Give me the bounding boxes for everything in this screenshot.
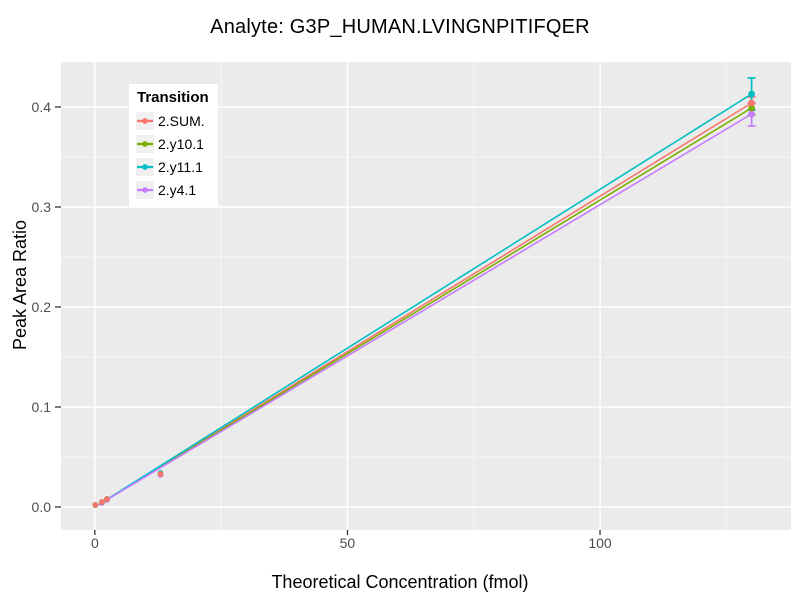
legend-item: 2.y10.1	[136, 132, 209, 155]
legend-title: Transition	[137, 89, 209, 106]
legend-key-icon	[136, 180, 154, 199]
series-line	[94, 107, 753, 508]
y-tick-label: 0.4	[32, 99, 52, 115]
x-tick-label: 50	[340, 535, 356, 551]
y-tick-label: 0.1	[32, 399, 52, 415]
y-tick-label: 0.2	[32, 299, 52, 315]
legend-item-label: 2.y11.1	[158, 158, 203, 175]
data-point	[92, 502, 99, 508]
legend: Transition 2.SUM. 2.y10.1 2.y11.1 2.y4.1	[129, 84, 218, 207]
y-tick-label: 0.3	[32, 199, 52, 215]
legend-item-label: 2.y4.1	[158, 181, 197, 198]
legend-item-label: 2.SUM.	[158, 112, 205, 129]
legend-item: 2.y4.1	[136, 178, 209, 201]
legend-key-icon	[136, 134, 154, 153]
legend-key-icon	[136, 111, 154, 130]
series-line	[94, 113, 753, 508]
data-point	[748, 99, 755, 107]
series-line	[94, 93, 753, 508]
legend-item: 2.y11.1	[136, 155, 209, 178]
data-point	[104, 496, 110, 502]
legend-key-icon	[136, 157, 154, 176]
data-point	[99, 499, 105, 505]
data-point	[748, 104, 755, 112]
legend-rows: 2.SUM. 2.y10.1 2.y11.1 2.y4.1	[136, 109, 209, 201]
data-point	[157, 471, 164, 477]
legend-item: 2.SUM.	[136, 109, 209, 132]
chart-title: Analyte: G3P_HUMAN.LVINGNPITIFQER	[210, 16, 590, 38]
data-point	[748, 110, 755, 118]
data-point	[748, 90, 755, 98]
x-tick-label: 0	[91, 535, 99, 551]
x-axis-title: Theoretical Concentration (fmol)	[271, 572, 529, 592]
legend-item-label: 2.y10.1	[158, 135, 204, 152]
x-tick-label: 100	[588, 535, 612, 551]
y-tick-label: 0.0	[32, 499, 52, 515]
